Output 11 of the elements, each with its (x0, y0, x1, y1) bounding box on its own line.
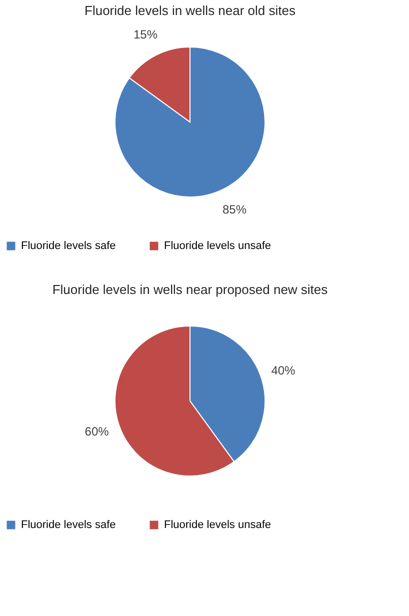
legend-label: Fluoride levels safe (21, 519, 116, 531)
data-label: 40% (271, 364, 296, 378)
data-label: 60% (84, 424, 110, 438)
chart-title: Fluoride levels in wells near proposed new sites (52, 282, 328, 297)
data-label: 15% (133, 28, 158, 42)
legend-label: Fluoride levels unsafe (164, 240, 272, 252)
legend-label: Fluoride levels safe (21, 240, 116, 252)
pie-slice (114, 46, 266, 198)
chart-title: Fluoride levels in wells near old sites (84, 3, 296, 18)
data-label: 85% (222, 202, 247, 216)
legend-label: Fluoride levels unsafe (164, 519, 272, 531)
